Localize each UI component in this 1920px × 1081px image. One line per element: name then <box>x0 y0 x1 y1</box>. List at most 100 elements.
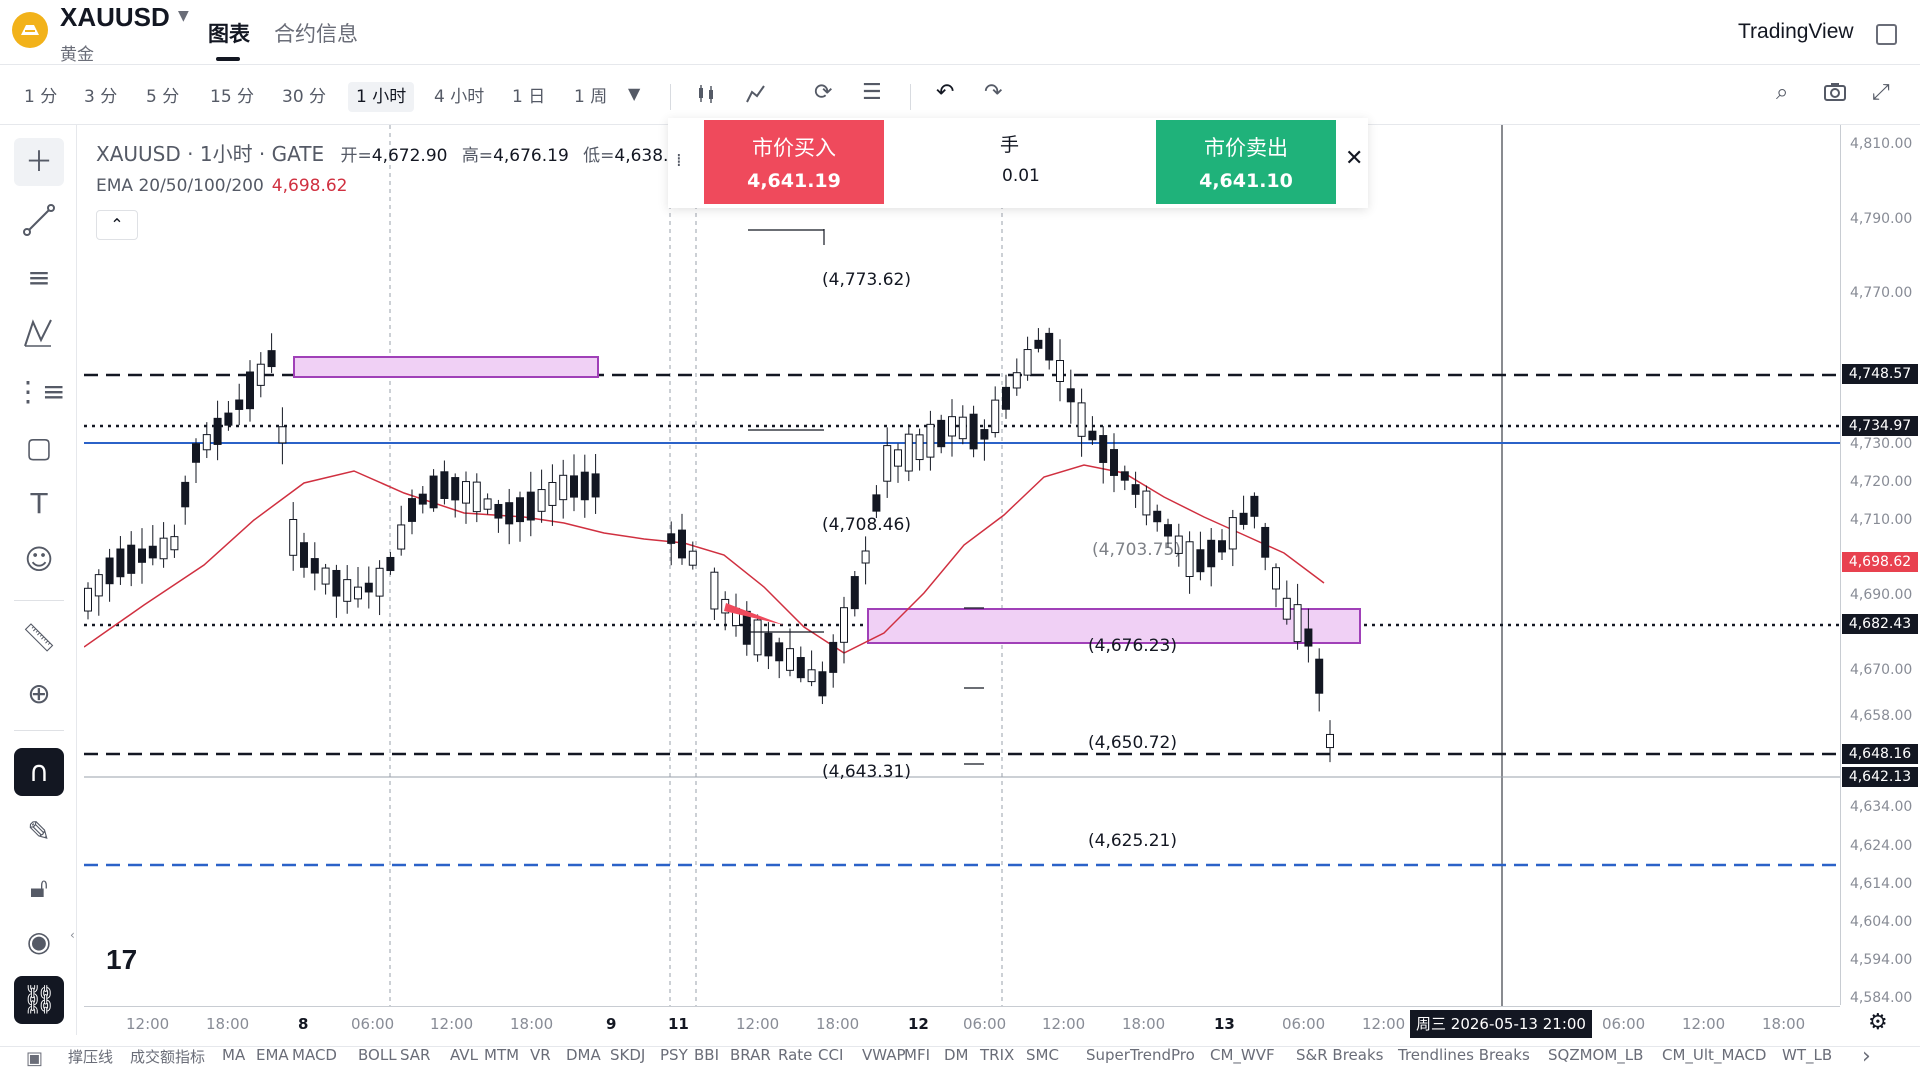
indicator-17[interactable]: VWAP <box>862 1046 906 1064</box>
link-icon[interactable]: ⛓︎ <box>14 976 64 1024</box>
magnet-icon[interactable]: ∩ <box>14 748 64 796</box>
chart-canvas[interactable] <box>84 125 1840 1006</box>
indicator-11[interactable]: SKDJ <box>610 1046 646 1064</box>
undo-icon[interactable]: ↶ <box>936 80 955 105</box>
tab-chart[interactable]: 图表 <box>208 22 250 46</box>
crosshair-icon[interactable]: ＋ <box>14 138 64 186</box>
close-icon[interactable]: ✕ <box>1345 146 1364 171</box>
ruler-icon[interactable]: 📏︎ <box>21 621 57 654</box>
timeframe-1m[interactable]: 1 分 <box>24 87 58 107</box>
candle-type-icon[interactable] <box>696 82 720 112</box>
price-axis[interactable] <box>1840 125 1920 1005</box>
indicator-28[interactable]: WT_LB <box>1782 1046 1833 1064</box>
time-tick: 18:00 <box>206 1015 250 1033</box>
indicator-23[interactable]: CM_WVF <box>1210 1046 1275 1064</box>
shape-icon[interactable]: ▢ <box>25 431 53 464</box>
timeframe-1w[interactable]: 1 周 <box>574 87 608 107</box>
timeframe-15m[interactable]: 15 分 <box>210 87 255 107</box>
indicator-8[interactable]: MTM <box>484 1046 520 1064</box>
price-tag: 4,734.97 <box>1842 416 1918 436</box>
indicators-icon[interactable] <box>744 82 768 112</box>
ema-label: EMA 20/50/100/200 <box>96 176 264 196</box>
indicator-26[interactable]: SQZMOM_LB <box>1548 1046 1644 1064</box>
timeframe-3m[interactable]: 3 分 <box>84 87 118 107</box>
camera-icon[interactable] <box>1824 82 1846 108</box>
indicator-18[interactable]: MFI <box>904 1046 930 1064</box>
time-axis[interactable] <box>84 1006 1840 1047</box>
tab-contract-info[interactable]: 合约信息 <box>274 22 358 46</box>
indicator-25[interactable]: Trendlines Breaks <box>1398 1046 1530 1064</box>
indicator-4[interactable]: MACD <box>292 1046 337 1064</box>
zoom-icon[interactable]: ⊕ <box>27 677 51 710</box>
market-sell-button[interactable]: 市价卖出 4,641.10 <box>1156 120 1336 204</box>
indicator-2[interactable]: MA <box>222 1046 246 1064</box>
refresh-icon[interactable]: ⟳ <box>814 80 833 105</box>
timeframe-5m[interactable]: 5 分 <box>146 87 180 107</box>
candle-body <box>159 537 168 560</box>
trendline-icon[interactable] <box>14 196 64 244</box>
redo-icon[interactable]: ↷ <box>984 80 1003 105</box>
pattern-icon[interactable] <box>14 310 64 358</box>
price-tag: 4,682.43 <box>1842 614 1918 634</box>
time-tick: 18:00 <box>1122 1015 1166 1033</box>
indicator-1[interactable]: 成交额指标 <box>130 1048 206 1066</box>
indicator-15[interactable]: Rate <box>778 1046 813 1064</box>
expand-icon[interactable]: ⤢ <box>1872 80 1890 105</box>
lot-input[interactable]: 0.01 <box>1002 166 1040 186</box>
calendar-icon[interactable]: ▣ <box>26 1048 44 1069</box>
buy-price: 4,641.19 <box>747 170 841 192</box>
chevron-down-icon[interactable]: ▼ <box>178 8 189 24</box>
indicator-27[interactable]: CM_Ult_MACD <box>1662 1046 1767 1064</box>
lock-icon[interactable]: 🔓︎ <box>29 871 49 904</box>
indicator-9[interactable]: VR <box>530 1046 551 1064</box>
search-icon[interactable]: ⌕ <box>1776 80 1789 105</box>
timeframe-30m[interactable]: 30 分 <box>282 87 327 107</box>
indicator-0[interactable]: 撑压线 <box>68 1048 114 1066</box>
indicator-12[interactable]: PSY <box>660 1046 688 1064</box>
caret-down-icon[interactable]: ▼ <box>628 84 641 103</box>
current-ema-tag: 4,698.62 <box>1842 552 1918 572</box>
indicator-10[interactable]: DMA <box>566 1046 601 1064</box>
timeframe-1h[interactable]: 1 小时 <box>348 82 415 112</box>
indicator-21[interactable]: SMC <box>1026 1046 1059 1064</box>
chevron-right-icon[interactable]: › <box>1862 1044 1871 1069</box>
expand-panel-icon[interactable]: ‹ <box>70 928 75 942</box>
drag-handle-icon[interactable]: ⁞ <box>676 150 682 171</box>
projection-icon[interactable]: ⋮≡ <box>14 375 66 408</box>
candle-body <box>850 576 859 610</box>
timeframe-1d[interactable]: 1 日 <box>512 87 546 107</box>
price-annotation: (4,703.75) <box>1092 540 1181 560</box>
candle-body <box>1272 567 1280 590</box>
candle-body <box>1218 540 1226 553</box>
indicator-5[interactable]: BOLL <box>358 1046 397 1064</box>
indicator-24[interactable]: S&R Breaks <box>1296 1046 1384 1064</box>
candle-body <box>580 471 589 501</box>
fib-icon[interactable]: ≡ <box>27 261 51 294</box>
pencil-lock-icon[interactable]: ✎ <box>27 815 51 848</box>
indicator-16[interactable]: CCI <box>818 1046 844 1064</box>
eye-icon[interactable]: ◉ <box>26 925 52 958</box>
indicator-22[interactable]: SuperTrendPro <box>1086 1046 1195 1064</box>
candle-body <box>310 558 319 574</box>
settings-icon[interactable]: ⚙ <box>1868 1010 1888 1035</box>
legend-dot: · <box>252 142 272 166</box>
indicator-13[interactable]: BBI <box>694 1046 720 1064</box>
market-buy-button[interactable]: 市价买入 4,641.19 <box>704 120 884 204</box>
candle-body <box>343 579 352 602</box>
indicator-20[interactable]: TRIX <box>980 1046 1015 1064</box>
timeframe-4h[interactable]: 4 小时 <box>434 87 485 107</box>
time-tick: 06:00 <box>963 1015 1007 1033</box>
symbol-name[interactable]: XAUUSD <box>60 2 170 32</box>
indicator-3[interactable]: EMA <box>256 1046 289 1064</box>
text-icon[interactable]: T <box>30 487 48 520</box>
candle-body <box>1282 597 1291 620</box>
window-toggle-icon[interactable] <box>1876 24 1897 45</box>
collapse-legend-button[interactable]: ⌃ <box>96 210 138 240</box>
emoji-icon[interactable]: ☺ <box>24 543 54 576</box>
indicator-19[interactable]: DM <box>944 1046 969 1064</box>
indicator-14[interactable]: BRAR <box>730 1046 771 1064</box>
template-icon[interactable]: ☰ <box>862 80 882 105</box>
indicator-7[interactable]: AVL <box>450 1046 478 1064</box>
legend-symbol[interactable]: XAUUSD <box>96 142 181 166</box>
indicator-6[interactable]: SAR <box>400 1046 431 1064</box>
